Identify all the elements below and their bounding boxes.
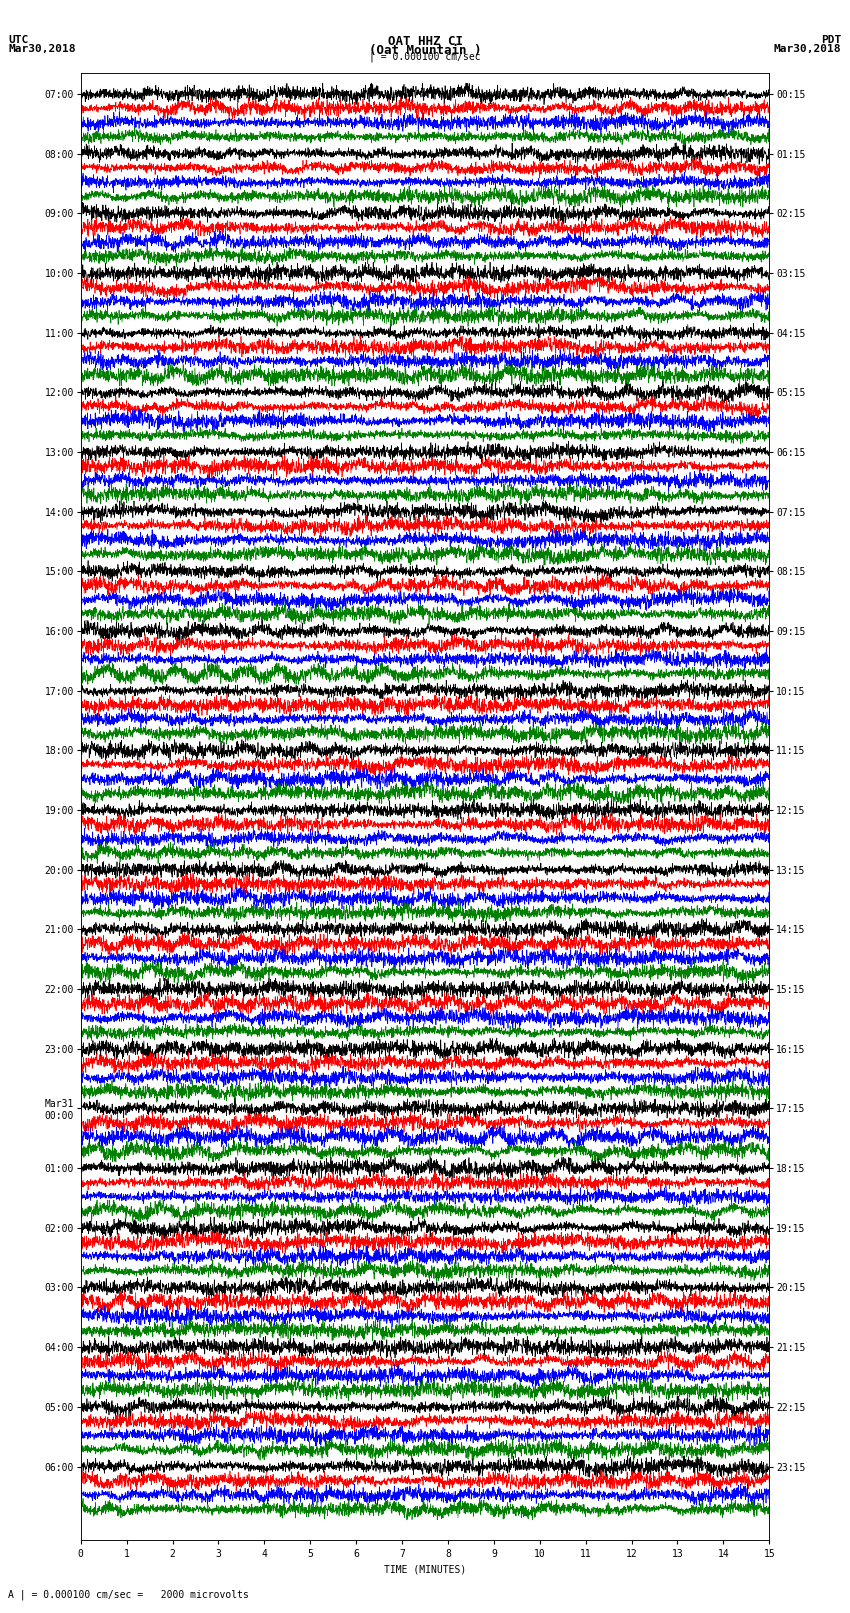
Text: OAT HHZ CI: OAT HHZ CI	[388, 35, 462, 48]
Text: Mar30,2018: Mar30,2018	[8, 44, 76, 53]
Text: A | = 0.000100 cm/sec =   2000 microvolts: A | = 0.000100 cm/sec = 2000 microvolts	[8, 1589, 249, 1600]
Text: PDT: PDT	[821, 35, 842, 45]
Text: UTC: UTC	[8, 35, 29, 45]
Text: Mar30,2018: Mar30,2018	[774, 44, 842, 53]
X-axis label: TIME (MINUTES): TIME (MINUTES)	[384, 1565, 466, 1574]
Text: (Oat Mountain ): (Oat Mountain )	[369, 44, 481, 56]
Text: | = 0.000100 cm/sec: | = 0.000100 cm/sec	[369, 52, 481, 63]
